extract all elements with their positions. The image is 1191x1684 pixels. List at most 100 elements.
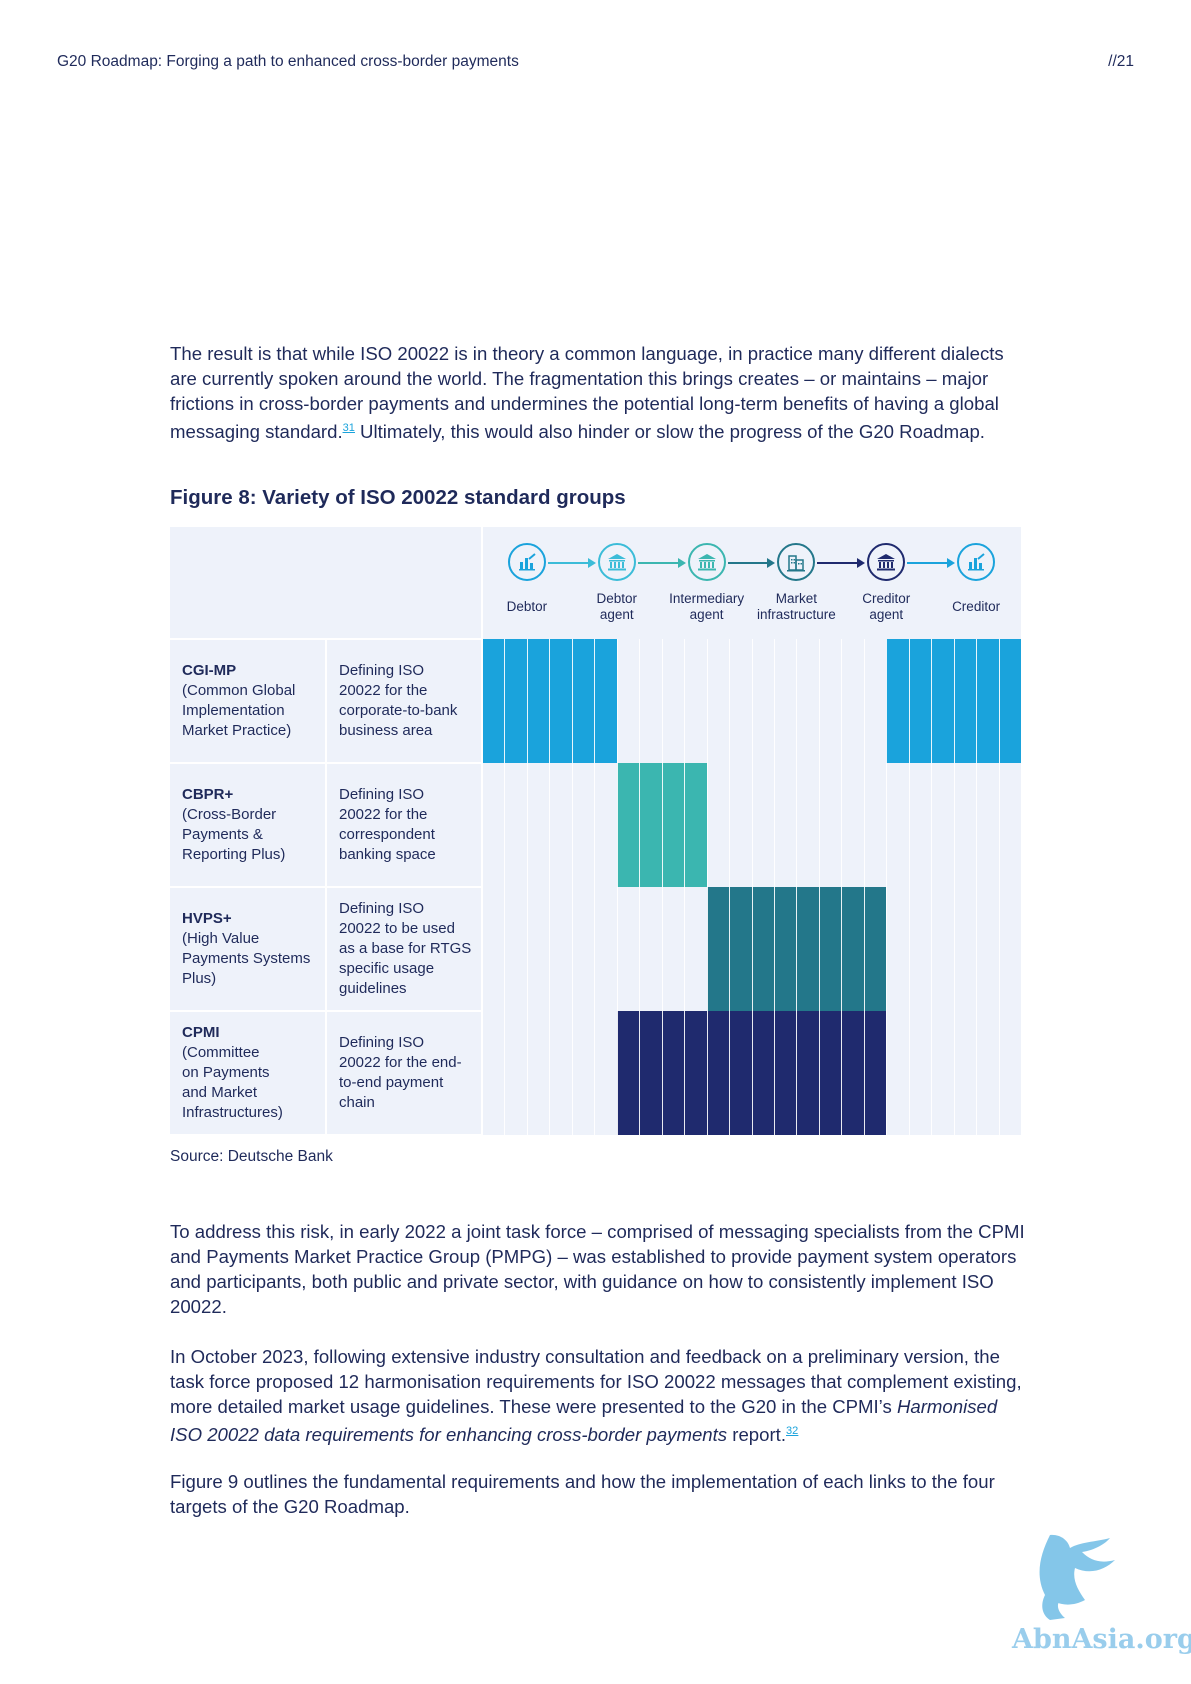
grid-line xyxy=(549,639,551,1135)
group-description-line: 20022 for the xyxy=(339,682,428,699)
group-acronym: CBPR+ xyxy=(182,786,234,803)
building-icon xyxy=(777,543,816,581)
grid-line xyxy=(751,639,753,1135)
grid-line xyxy=(594,639,596,1135)
body-paragraph-2: In October 2023, following extensive ind… xyxy=(170,1346,1022,1446)
standard-groups-chart: CGI-MP (Common Global Implementation Market… xyxy=(170,527,1022,1136)
page-number: //21 xyxy=(1108,53,1134,70)
group-full-name-line: on Payments xyxy=(182,1064,270,1081)
group-name-cell: CPMI (Committee on Payments and Market Infra… xyxy=(182,1023,322,1123)
grid-line xyxy=(504,639,506,1135)
intro-paragraph: The result is that while ISO 20022 is in… xyxy=(170,343,1004,443)
grid-line xyxy=(571,639,573,1135)
group-description-line: banking space xyxy=(339,846,436,863)
group-name-cell: HVPS+ (High Value Payments Systems Plus) xyxy=(182,909,322,989)
group-name-cell: CBPR+ (Cross-Border Payments & Reporting Pl… xyxy=(182,785,322,865)
group-acronym: CGI-MP xyxy=(182,662,237,679)
grid-line xyxy=(908,639,910,1135)
row-divider xyxy=(170,1134,482,1136)
watermark-text: AbnAsia.org xyxy=(1011,1624,1191,1654)
report-title: Harmonised ISO 20022 data requirements f… xyxy=(170,1396,998,1446)
row-divider xyxy=(170,762,482,764)
grid-line xyxy=(931,639,933,1135)
grid-line xyxy=(526,639,528,1135)
group-full-name-line: Infrastructures) xyxy=(182,1104,283,1121)
group-description-line: specific usage xyxy=(339,960,435,977)
group-full-name-line: Payments Systems xyxy=(182,950,311,967)
group-description-line: 20022 for the end- xyxy=(339,1054,462,1071)
abnasia-watermark-logo: AbnAsia.org xyxy=(1011,1534,1191,1654)
flow-arrow xyxy=(637,558,686,568)
grid-line xyxy=(706,639,708,1135)
group-description-line: guidelines xyxy=(339,980,407,997)
grid-line xyxy=(998,639,1000,1135)
grid-line xyxy=(661,639,663,1135)
group-full-name-line: Payments & xyxy=(182,826,263,843)
grid-line xyxy=(863,639,865,1135)
flow-arrow xyxy=(727,558,776,568)
party-label: Creditor agent xyxy=(862,591,911,622)
grid-line xyxy=(684,639,686,1135)
group-full-name-line: Plus) xyxy=(182,970,217,987)
group-description-line: as a base for RTGS xyxy=(339,940,472,957)
flow-arrow xyxy=(817,558,866,568)
column-divider xyxy=(481,527,483,1135)
footnote-link-32[interactable]: 32 xyxy=(786,1425,799,1437)
bank-icon xyxy=(687,543,726,581)
row-divider xyxy=(170,638,482,640)
running-header-title: G20 Roadmap: Forging a path to enhanced … xyxy=(57,53,519,70)
flow-arrow xyxy=(547,558,596,568)
group-full-name-line: and Market xyxy=(182,1084,258,1101)
group-full-name-line: (High Value xyxy=(182,930,260,947)
group-description-line: correspondent xyxy=(339,826,435,843)
party-label: Intermediary agent xyxy=(669,591,745,622)
group-acronym: CPMI xyxy=(182,1024,220,1041)
party-label: Debtor xyxy=(506,599,548,614)
group-acronym: HVPS+ xyxy=(182,910,232,927)
row-divider xyxy=(170,886,482,888)
grid-line xyxy=(886,639,888,1135)
group-description-line: business area xyxy=(339,722,433,739)
grid-line xyxy=(796,639,798,1135)
group-description-line: 20022 to be used xyxy=(339,920,455,937)
grid-line xyxy=(639,639,641,1135)
group-description-line: 20022 for the xyxy=(339,806,428,823)
grid-line xyxy=(976,639,978,1135)
group-full-name-line: (Committee xyxy=(182,1044,260,1061)
group-description-line: corporate-to-bank xyxy=(339,702,458,719)
grid-line xyxy=(841,639,843,1135)
group-full-name-line: Market Practice) xyxy=(182,722,292,739)
bank-icon xyxy=(867,543,906,581)
figure-title: Figure 8: Variety of ISO 20022 standard … xyxy=(170,486,626,509)
row-divider xyxy=(170,1010,482,1012)
party-label: Creditor xyxy=(952,599,1001,614)
party-label: Market infrastructure xyxy=(757,591,836,622)
group-description-cell: Defining ISO 20022 for the corporate-to-ba… xyxy=(339,661,479,741)
flow-arrow xyxy=(907,558,955,568)
group-description-line: Defining ISO xyxy=(339,900,425,917)
grid-line xyxy=(773,639,775,1135)
group-description-cell: Defining ISO 20022 to be used as a base fo… xyxy=(339,899,479,999)
group-name-cell: CGI-MP (Common Global Implementation Market… xyxy=(182,661,322,741)
grid-line xyxy=(616,639,618,1135)
group-description-line: to-end payment xyxy=(339,1074,444,1091)
group-full-name-line: (Common Global xyxy=(182,682,296,699)
party-label: Debtor agent xyxy=(596,591,638,622)
grid-line xyxy=(729,639,731,1135)
group-description-cell: Defining ISO 20022 for the correspondent ba… xyxy=(339,785,479,865)
body-paragraph-1: To address this risk, in early 2022 a jo… xyxy=(170,1221,1025,1317)
group-full-name-line: Implementation xyxy=(182,702,285,719)
footnote-link-31[interactable]: 31 xyxy=(342,422,355,434)
bank-icon xyxy=(597,543,636,581)
body-paragraph-3: Figure 9 outlines the fundamental requir… xyxy=(170,1471,995,1517)
grid-line xyxy=(953,639,955,1135)
figure-source: Source: Deutsche Bank xyxy=(170,1148,333,1165)
group-description-line: Defining ISO xyxy=(339,786,425,803)
group-description-line: chain xyxy=(339,1094,375,1111)
grid-line xyxy=(818,639,820,1135)
group-description-line: Defining ISO xyxy=(339,662,425,679)
group-description-cell: Defining ISO 20022 for the end-to-end pay… xyxy=(339,1033,479,1113)
chart-icon xyxy=(957,543,996,581)
grid-line xyxy=(1021,639,1022,1135)
group-full-name-line: Reporting Plus) xyxy=(182,846,286,863)
